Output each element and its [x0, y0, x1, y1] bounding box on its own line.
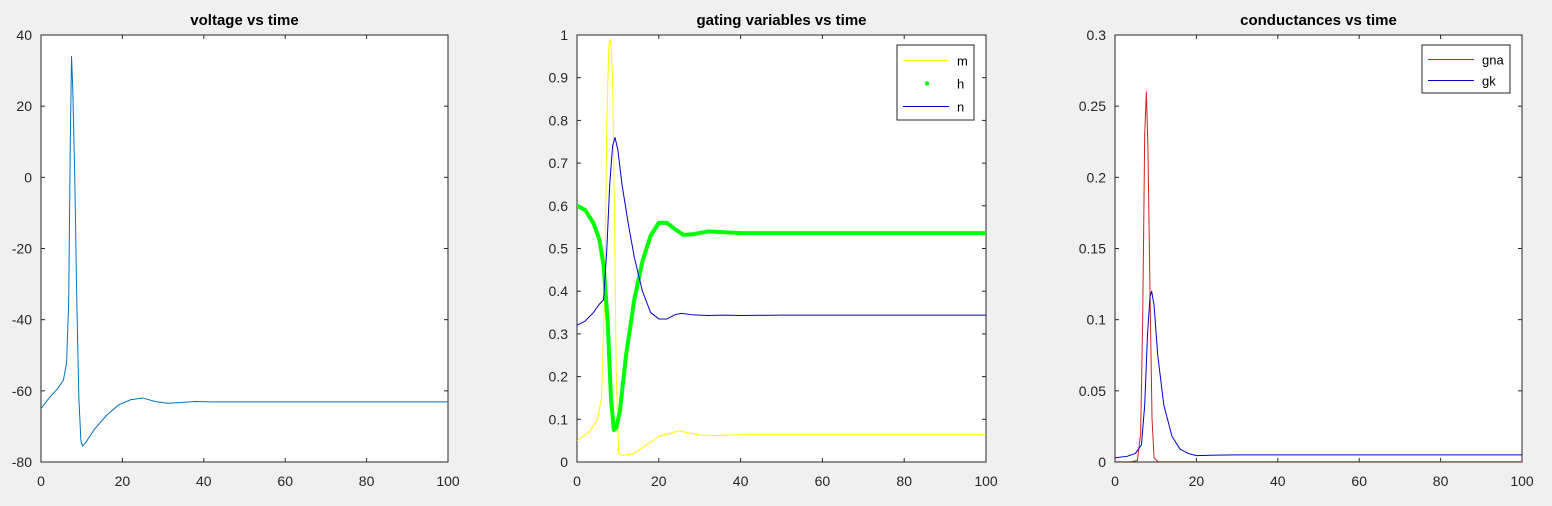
x-tick-label: 60 [815, 473, 831, 489]
y-tick-label: 20 [16, 98, 32, 114]
y-tick-label: 40 [16, 27, 32, 43]
y-tick-label: 0.9 [549, 70, 569, 86]
series-line-n [577, 136, 986, 326]
y-tick-label: 0.6 [549, 198, 569, 214]
axes-2: gating variables vs time 0 20 40 60 80 100 0 0.1… [549, 12, 998, 489]
x-tick-label: 100 [436, 473, 460, 489]
y-tick-label: 0.1 [1087, 312, 1107, 328]
x-tick-label: 100 [1510, 473, 1534, 489]
x-tick-label: 80 [1433, 473, 1449, 489]
y-tick-label: 0.3 [1087, 27, 1107, 43]
x-tick-label: 20 [651, 473, 667, 489]
y-tick-label: 0.8 [549, 112, 569, 128]
legend-marker [924, 81, 930, 86]
x-tick-label: 80 [896, 473, 912, 489]
series-line-gna [1115, 91, 1522, 462]
axes-3: conductances vs time 0 20 40 60 80 100 0 0.05 0.1… [1079, 12, 1534, 489]
series-line-1 [41, 55, 448, 447]
axes-1: voltage vs time 0 20 40 60 80 100 -80 -60 -40 -20 0… [12, 12, 460, 489]
x-tick-label: 20 [115, 473, 131, 489]
x-tick-label: 100 [974, 473, 998, 489]
y-tick-label: 1 [560, 27, 568, 43]
x-tick-label: 0 [573, 473, 581, 489]
legend-entry: m [957, 54, 968, 69]
chart-title: gating variables vs time [696, 12, 866, 29]
y-tick-label: 0 [24, 169, 32, 185]
x-tick-label: 40 [196, 473, 212, 489]
x-tick-label: 40 [1270, 473, 1286, 489]
legend-entry: n [957, 100, 964, 115]
x-tick-label: 0 [37, 473, 45, 489]
y-tick-label: 0.4 [549, 283, 569, 299]
x-tick-label: 40 [733, 473, 749, 489]
plot-area [1114, 34, 1523, 463]
x-tick-label: 60 [1351, 473, 1367, 489]
y-tick-label: -60 [12, 383, 32, 399]
y-tick-label: 0.1 [549, 411, 569, 427]
x-tick-label: 20 [1189, 473, 1205, 489]
y-tick-label: 0.3 [549, 326, 569, 342]
chart-title: voltage vs time [190, 12, 298, 29]
y-tick-label: -80 [12, 454, 32, 470]
y-tick-label: -40 [12, 312, 32, 328]
plot-area [40, 34, 449, 463]
legend-box [896, 44, 975, 121]
y-tick-label: 0.2 [1087, 169, 1107, 185]
y-tick-label: 0.25 [1079, 98, 1106, 114]
legend-entry: gna [1482, 53, 1504, 68]
y-tick-label: 0 [1098, 454, 1106, 470]
y-tick-label: -20 [12, 241, 32, 257]
y-tick-label: 0.7 [549, 155, 569, 171]
legend-entry: h [957, 77, 964, 92]
x-tick-label: 80 [359, 473, 375, 489]
legend: gna gk [1421, 44, 1511, 94]
chart-title: conductances vs time [1240, 12, 1397, 29]
y-tick-label: 0 [560, 454, 568, 470]
series-line-h [577, 203, 986, 432]
x-tick-label: 60 [277, 473, 293, 489]
legend: mhn [896, 44, 975, 121]
x-tick-label: 0 [1111, 473, 1119, 489]
y-tick-label: 0.5 [549, 241, 569, 257]
series-line-gk [1115, 290, 1522, 459]
legend-entry: gk [1482, 74, 1496, 89]
y-tick-label: 0.2 [549, 369, 569, 385]
legend-box [1421, 44, 1511, 94]
y-tick-label: 0.15 [1079, 241, 1106, 257]
y-tick-label: 0.05 [1079, 383, 1106, 399]
